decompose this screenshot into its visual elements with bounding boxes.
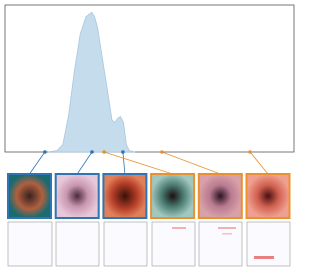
sample-point	[102, 150, 106, 154]
density-area	[48, 11, 136, 153]
map-spot	[172, 227, 186, 229]
sample-point	[248, 150, 252, 154]
plot-frame	[4, 4, 295, 153]
link-line	[161, 151, 221, 175]
link-line	[104, 151, 173, 175]
link-line	[29, 151, 46, 175]
thumbnail-image	[7, 173, 52, 219]
figure	[4, 4, 295, 267]
thumbnail-image	[245, 173, 291, 219]
map-panel	[103, 221, 148, 267]
sample-point	[43, 150, 47, 154]
link-line	[122, 151, 126, 175]
sample-point	[121, 150, 125, 154]
link-line	[76, 151, 93, 175]
map-panel	[246, 221, 291, 267]
thumbnails	[7, 150, 291, 219]
map-panels	[7, 221, 291, 267]
thumbnail-image	[54, 173, 100, 219]
thumbnail-image	[150, 173, 196, 219]
thumbnail-image	[102, 173, 148, 219]
map-spot	[218, 227, 236, 229]
thumbnail-image	[197, 173, 243, 219]
map-panel	[7, 221, 53, 267]
map-spot	[254, 256, 274, 259]
map-panel	[151, 221, 196, 267]
map-panel	[198, 221, 243, 267]
sample-point	[90, 150, 94, 154]
map-spot	[222, 233, 232, 235]
link-line	[249, 151, 269, 175]
sample-point	[160, 150, 164, 154]
map-panel	[55, 221, 100, 267]
